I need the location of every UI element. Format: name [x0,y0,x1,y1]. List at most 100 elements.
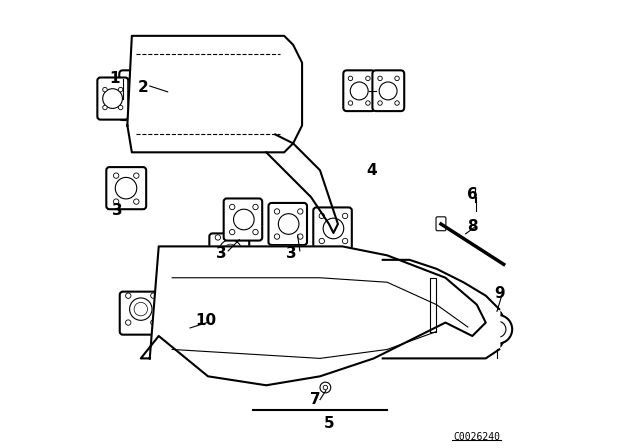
Text: 10: 10 [195,313,216,328]
Circle shape [103,89,122,108]
Ellipse shape [242,276,291,352]
Circle shape [125,78,130,83]
Text: 3: 3 [112,203,123,218]
FancyBboxPatch shape [97,78,128,120]
Circle shape [319,238,324,244]
Circle shape [365,76,370,81]
Circle shape [395,101,399,105]
FancyBboxPatch shape [119,70,160,120]
Circle shape [319,213,324,219]
Text: C0026240: C0026240 [453,432,500,442]
Circle shape [350,82,368,100]
Circle shape [103,105,108,110]
Text: 3: 3 [216,246,227,261]
Circle shape [378,76,382,81]
Circle shape [234,209,254,230]
Circle shape [237,83,260,105]
FancyBboxPatch shape [224,198,262,241]
Circle shape [342,238,348,244]
Circle shape [365,101,370,105]
FancyBboxPatch shape [436,217,446,231]
Ellipse shape [325,217,342,240]
Circle shape [125,293,131,298]
Circle shape [161,105,166,110]
Circle shape [175,267,197,289]
Circle shape [298,209,303,214]
Circle shape [170,262,176,267]
Ellipse shape [168,273,221,354]
FancyBboxPatch shape [191,70,232,120]
Circle shape [166,83,188,105]
Circle shape [253,229,258,235]
Circle shape [103,87,108,92]
Circle shape [113,199,119,204]
FancyBboxPatch shape [269,203,307,245]
Ellipse shape [320,211,347,246]
Circle shape [240,262,246,267]
FancyBboxPatch shape [314,207,352,250]
Circle shape [379,82,397,100]
Circle shape [202,83,224,105]
Circle shape [259,78,264,83]
Circle shape [168,323,180,335]
Circle shape [230,204,235,210]
Circle shape [161,78,166,83]
Circle shape [395,76,399,81]
Circle shape [130,298,152,320]
Circle shape [118,105,123,110]
Circle shape [172,326,177,332]
Polygon shape [141,246,486,385]
Circle shape [134,302,148,316]
Circle shape [179,271,193,284]
Circle shape [188,105,193,110]
Circle shape [188,78,193,83]
Text: 7: 7 [310,392,321,407]
Text: 4: 4 [366,163,377,178]
Circle shape [348,101,353,105]
Circle shape [240,235,246,240]
Circle shape [484,315,512,344]
Text: 9: 9 [494,286,504,301]
Circle shape [298,234,303,239]
Circle shape [125,105,130,110]
Ellipse shape [307,287,351,358]
Text: 6: 6 [467,187,477,202]
Circle shape [348,76,353,81]
Circle shape [152,78,157,83]
Text: 1: 1 [109,71,120,86]
Circle shape [230,229,235,235]
Circle shape [232,105,237,110]
Circle shape [223,78,228,83]
Ellipse shape [489,310,505,348]
Circle shape [275,209,280,214]
Circle shape [224,244,237,258]
Circle shape [232,78,237,83]
Circle shape [490,321,506,337]
Polygon shape [127,36,302,152]
Text: 2: 2 [138,80,148,95]
FancyBboxPatch shape [120,292,159,335]
FancyBboxPatch shape [372,70,404,111]
Text: 3: 3 [285,246,296,261]
Circle shape [195,289,201,294]
FancyBboxPatch shape [227,70,268,120]
FancyBboxPatch shape [343,70,375,111]
Circle shape [278,214,299,234]
Circle shape [275,234,280,239]
Circle shape [125,320,131,325]
Circle shape [196,105,202,110]
Circle shape [150,293,156,298]
Ellipse shape [493,317,502,342]
Circle shape [134,199,139,204]
Circle shape [170,289,176,294]
Circle shape [118,87,123,92]
Circle shape [259,105,264,110]
Circle shape [323,385,328,390]
FancyBboxPatch shape [155,70,196,120]
Circle shape [220,240,242,262]
Circle shape [215,235,221,240]
Circle shape [115,177,137,199]
Circle shape [130,83,152,105]
Circle shape [150,320,156,325]
Circle shape [113,173,119,178]
